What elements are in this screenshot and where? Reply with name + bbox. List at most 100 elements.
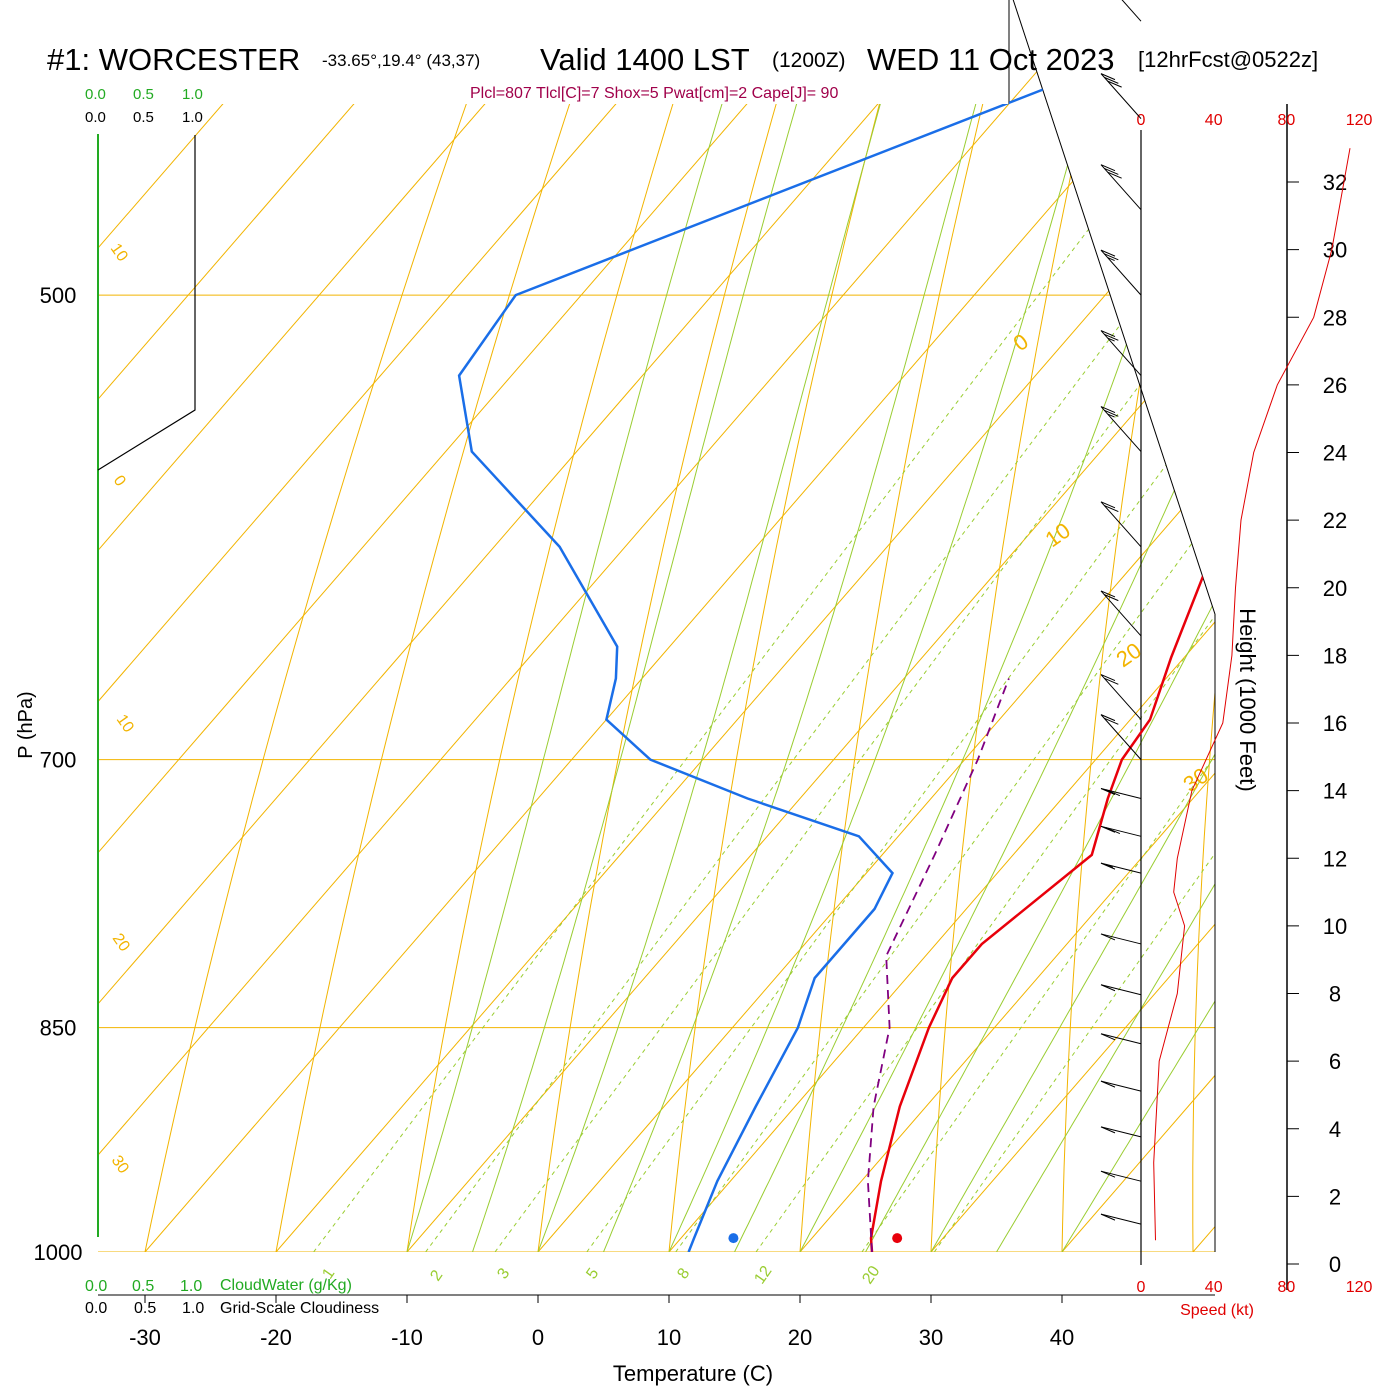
bottom-black-tick-0: 0.0	[85, 1300, 107, 1317]
wind-barb-staff	[1121, 0, 1142, 22]
speed-tick-top: 0	[1137, 112, 1146, 129]
wind-barb-full	[1104, 717, 1119, 725]
pressure-tick-label: 1000	[34, 1240, 83, 1265]
speed-tick-top: 120	[1346, 112, 1373, 129]
pressure-tick-label: 850	[40, 1016, 77, 1041]
mixing-ratio-label: 20	[859, 1263, 883, 1287]
top-green-tick-2: 1.0	[182, 86, 203, 103]
isotherm-label: 10	[113, 712, 137, 736]
wind-barb-staff	[1100, 164, 1142, 211]
height-tick-label: 2	[1329, 1184, 1341, 1209]
dry-adiabat-line	[275, 0, 874, 1252]
x-tick-label: 40	[1050, 1325, 1074, 1350]
height-tick-label: 6	[1329, 1049, 1341, 1074]
height-tick-label: 30	[1323, 238, 1347, 263]
wind-barb-staff	[1100, 330, 1142, 376]
bottom-green-tick-1: 0.5	[132, 1278, 154, 1295]
wind-barb-staff	[1100, 1033, 1142, 1045]
wind-barb-full	[1100, 406, 1116, 414]
wind-speed-profile	[1153, 148, 1351, 1241]
isotherm-label: 30	[108, 1153, 132, 1177]
mixing-ratio-line	[675, 0, 1215, 1252]
wind-barb-full	[1100, 1170, 1116, 1178]
moist-adiabat-line	[734, 0, 1215, 1252]
bottom-black-tick-2: 1.0	[182, 1300, 204, 1317]
mixing-ratio-line	[425, 0, 1215, 1252]
height-tick-label: 14	[1323, 779, 1347, 804]
zulu-time: (1200Z)	[772, 49, 846, 72]
dry-adiabat-line	[799, 0, 1215, 1252]
wind-barb-half	[1105, 863, 1114, 868]
wind-barb-staff	[1100, 714, 1142, 760]
speed-tick-top: 80	[1278, 112, 1296, 129]
moist-adiabat-line	[799, 0, 1215, 1252]
mixing-ratio-label: 8	[674, 1265, 693, 1282]
mixing-ratio-label: 2	[427, 1267, 446, 1284]
wind-barb-full	[1104, 409, 1119, 417]
isotherm-line	[98, 0, 1215, 1252]
wind-barb-full	[1100, 1033, 1116, 1041]
x-tick-label: -20	[260, 1325, 292, 1350]
wind-barb-full	[1100, 933, 1116, 941]
moist-adiabat-line	[1061, 0, 1215, 1252]
top-green-tick-0: 0.0	[85, 86, 106, 103]
wind-barb-full	[1100, 73, 1116, 81]
wind-barb-full	[1107, 80, 1122, 88]
speed-tick-bottom: 40	[1205, 1279, 1223, 1296]
isotherm-line	[98, 0, 494, 1252]
station-title: #1: WORCESTER	[47, 42, 300, 77]
temperature-profile	[869, 0, 1215, 1252]
cloudiness-label: Grid-Scale Cloudiness	[220, 1300, 379, 1317]
x-tick-label: -10	[391, 1325, 423, 1350]
height-tick-label: 20	[1323, 576, 1347, 601]
wind-barb-full	[1104, 253, 1119, 261]
dry-adiabat-line	[930, 0, 1215, 1252]
mixing-ratio-label: 12	[751, 1263, 775, 1287]
wind-barb-full	[1100, 501, 1116, 509]
wind-barb-staff	[1100, 933, 1142, 945]
dry-adiabat-line	[144, 0, 787, 1252]
speed-tick-bottom: 120	[1346, 1279, 1373, 1296]
wind-barb-staff	[1100, 984, 1142, 996]
isotherm-line	[98, 0, 756, 1252]
top-green-tick-1: 0.5	[133, 86, 154, 103]
isotherm-line	[1192, 0, 1215, 1252]
plot-frame	[1008, 0, 1216, 1252]
wind-barb-full	[1104, 167, 1119, 175]
isotherm-line	[98, 0, 1215, 1252]
surface-dewpoint-marker	[728, 1233, 739, 1244]
height-tick-label: 28	[1323, 305, 1347, 330]
wind-barb-full	[1100, 714, 1116, 722]
wind-barb-full	[1100, 825, 1116, 833]
wind-barb-full	[1107, 171, 1122, 179]
mixing-ratio-line	[313, 0, 1215, 1252]
cloudiness-profile	[97, 135, 196, 471]
isotherm-label: 0	[110, 473, 129, 490]
height-tick-label: 22	[1323, 508, 1347, 533]
isotherm-line	[537, 0, 1215, 1252]
isotherm-line	[275, 0, 1215, 1252]
wind-barb-full	[1100, 590, 1116, 598]
wind-barb-full	[1105, 827, 1121, 834]
bottom-green-tick-2: 1.0	[180, 1278, 202, 1295]
wind-barb-full	[1100, 330, 1116, 338]
x-tick-label: 0	[532, 1325, 544, 1350]
wind-barb-staff	[1100, 674, 1142, 720]
isotherm-label: 10	[107, 241, 131, 265]
wind-barb-half	[1107, 337, 1115, 342]
speed-tick-top: 40	[1205, 112, 1223, 129]
isotherm-line	[98, 0, 1215, 1252]
mixing-ratio-line	[494, 0, 1215, 1252]
isotherm-line	[98, 0, 1149, 1252]
height-tick-label: 0	[1329, 1252, 1341, 1277]
pressure-tick-label: 500	[40, 283, 77, 308]
top-black-tick-0: 0.0	[85, 109, 106, 126]
cloud-water-label: CloudWater (g/Kg)	[220, 1277, 352, 1294]
isotherm-line	[799, 0, 1215, 1252]
moist-adiabat-line	[537, 0, 1121, 1252]
wind-barb-staff	[1100, 249, 1142, 296]
isotherm-line	[930, 0, 1215, 1252]
mixing-ratio-line	[933, 0, 1215, 1252]
wind-barb-full	[1105, 789, 1121, 797]
wind-barb-staff	[1100, 501, 1142, 548]
